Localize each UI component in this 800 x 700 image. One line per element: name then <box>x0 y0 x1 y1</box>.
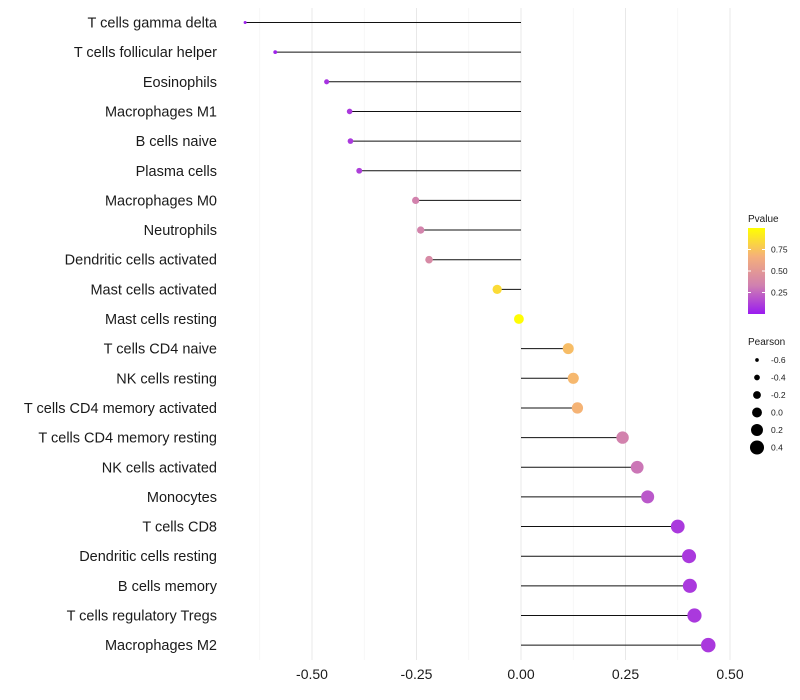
category-label-b-cells-memory: B cells memory <box>118 579 218 595</box>
x-tick-label: -0.50 <box>296 666 328 682</box>
x-tick-label: -0.25 <box>401 666 433 682</box>
point-mast-cells-activated <box>492 284 502 294</box>
point-t-cells-cd4-naive <box>562 343 574 355</box>
point-t-cells-gamma-delta <box>243 20 247 25</box>
pearson-legend-key <box>751 424 763 436</box>
category-label-t-cells-regulatory-tregs: T cells regulatory Tregs <box>67 609 217 625</box>
category-label-t-cells-gamma-delta: T cells gamma delta <box>88 16 218 32</box>
grid-layer <box>259 8 731 660</box>
stem-layer <box>245 22 709 646</box>
point-plasma-cells <box>356 167 363 174</box>
point-mast-cells-resting <box>513 314 524 324</box>
x-tick-label: 0.25 <box>612 666 639 682</box>
x-axis-tick-labels: -0.50 -0.25 0.00 0.25 0.50 <box>296 666 744 682</box>
category-label-macrophages-m1: Macrophages M1 <box>105 104 217 120</box>
category-label-monocytes: Monocytes <box>147 490 217 506</box>
point-monocytes <box>641 490 655 504</box>
pearson-legend-key <box>754 374 760 381</box>
pearson-legend-label: -0.4 <box>771 373 786 383</box>
pvalue-legend-label: 0.25 <box>771 288 788 298</box>
legends: Pvalue 0.25 0.50 0.75 Pearson -0.6 -0.4 -0.2… <box>748 214 788 455</box>
point-t-cells-follicular-helper <box>273 50 278 55</box>
pearson-legend-title: Pearson <box>748 337 785 348</box>
category-label-dendritic-cells-activated: Dendritic cells activated <box>65 253 217 269</box>
pearson-legend-key <box>749 440 765 455</box>
category-label-dendritic-cells-resting: Dendritic cells resting <box>79 549 217 565</box>
point-dendritic-cells-activated <box>425 255 433 264</box>
pearson-legend-items: -0.6 -0.4 -0.2 0.0 0.2 0.4 <box>749 355 786 455</box>
point-t-cells-regulatory-tregs <box>687 608 702 623</box>
point-dendritic-cells-resting <box>682 549 697 564</box>
pearson-legend-label: -0.2 <box>771 390 786 400</box>
point-neutrophils <box>416 226 425 234</box>
pearson-legend-label: 0.4 <box>771 443 783 453</box>
pearson-legend-key <box>752 407 762 418</box>
pvalue-legend-label: 0.75 <box>771 245 788 255</box>
pvalue-legend-ticks: 0.25 0.50 0.75 <box>748 245 788 298</box>
pearson-legend-label: 0.2 <box>771 425 783 435</box>
pearson-legend-key <box>753 391 761 399</box>
category-label-nk-cells-resting: NK cells resting <box>116 371 217 387</box>
category-label-b-cells-naive: B cells naive <box>136 134 217 150</box>
category-label-mast-cells-activated: Mast cells activated <box>90 282 217 298</box>
point-macrophages-m1 <box>346 108 353 115</box>
pearson-legend-label: 0.0 <box>771 408 783 418</box>
point-nk-cells-resting <box>567 372 579 384</box>
point-t-cells-cd4-memory-resting <box>616 431 629 444</box>
x-tick-label: 0.00 <box>507 666 534 682</box>
point-t-cells-cd4-memory-activated <box>571 402 584 414</box>
point-macrophages-m2 <box>700 637 716 653</box>
pvalue-colorbar <box>748 228 765 314</box>
point-macrophages-m0 <box>412 196 420 205</box>
pvalue-legend-title: Pvalue <box>748 214 779 225</box>
category-label-neutrophils: Neutrophils <box>144 223 217 239</box>
category-label-t-cells-cd4-memory-resting: T cells CD4 memory resting <box>38 431 217 447</box>
category-label-macrophages-m2: Macrophages M2 <box>105 638 217 654</box>
point-eosinophils <box>324 79 330 85</box>
category-label-t-cells-cd4-memory-activated: T cells CD4 memory activated <box>24 401 217 417</box>
point-b-cells-naive <box>347 138 354 144</box>
category-label-eosinophils: Eosinophils <box>143 75 217 91</box>
point-b-cells-memory <box>682 578 697 593</box>
point-nk-cells-activated <box>630 460 644 474</box>
category-labels: T cells gamma delta T cells follicular he… <box>24 16 218 655</box>
category-label-nk-cells-activated: NK cells activated <box>102 460 217 476</box>
category-label-t-cells-cd4-naive: T cells CD4 naive <box>104 342 217 358</box>
category-label-plasma-cells: Plasma cells <box>136 164 217 180</box>
point-t-cells-cd8 <box>670 519 685 534</box>
category-label-t-cells-follicular-helper: T cells follicular helper <box>74 45 217 61</box>
category-label-t-cells-cd8: T cells CD8 <box>142 520 217 536</box>
x-tick-label: 0.50 <box>716 666 743 682</box>
category-label-mast-cells-resting: Mast cells resting <box>105 312 217 328</box>
category-label-macrophages-m0: Macrophages M0 <box>105 193 217 209</box>
pvalue-legend-label: 0.50 <box>771 266 788 276</box>
point-layer <box>243 20 716 653</box>
pearson-legend-key <box>755 358 759 362</box>
pearson-legend-label: -0.6 <box>771 355 786 365</box>
